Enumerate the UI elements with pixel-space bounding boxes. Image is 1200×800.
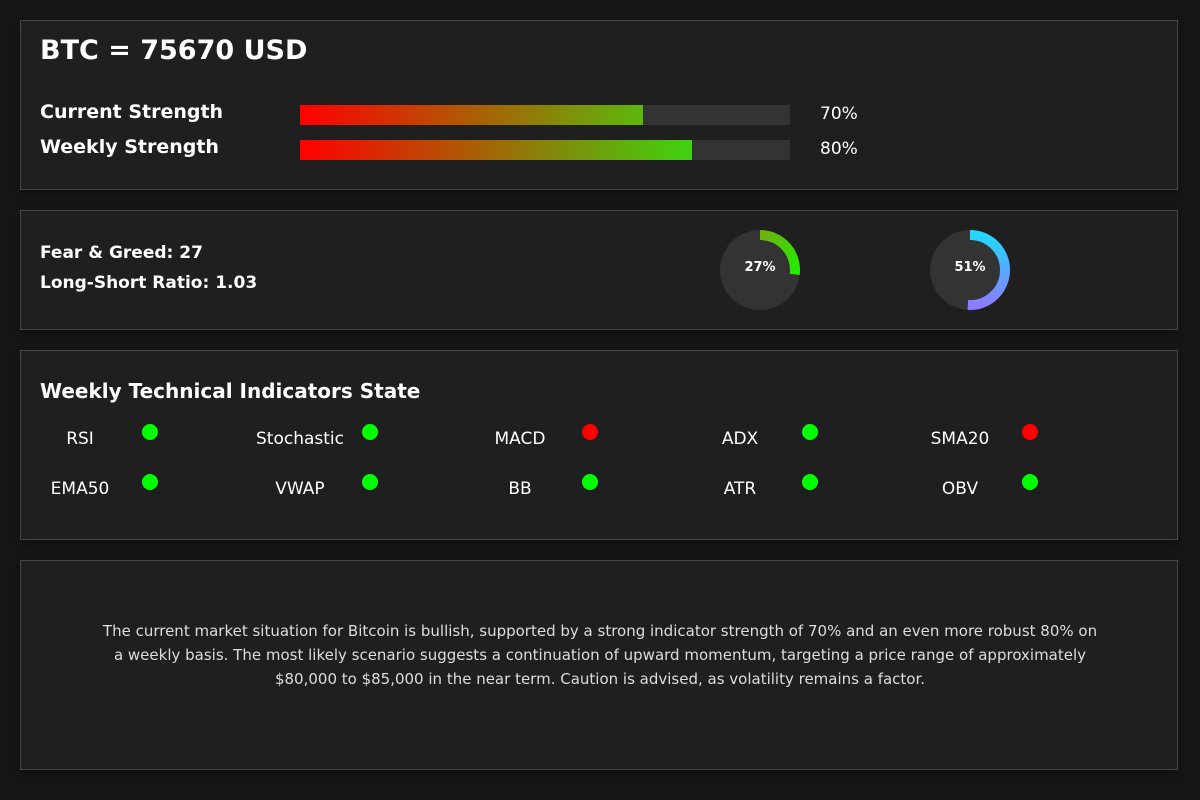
- current-strength-label: Current Strength: [40, 101, 224, 123]
- indicator-status-dot-adx: [802, 424, 818, 440]
- indicator-status-dot-obv: [1022, 474, 1038, 490]
- indicator-label-adx: ADX: [721, 429, 759, 449]
- indicator-status-dot-rsi: [142, 424, 158, 440]
- weekly-strength-bar-fill: [300, 140, 692, 160]
- current-strength-bar: [300, 105, 790, 125]
- long-short-gauge: 51%: [930, 230, 1010, 310]
- weekly-strength-bar: [300, 140, 790, 160]
- price-title: BTC = 75670 USD: [40, 35, 308, 66]
- indicator-label-ema50: EMA50: [50, 479, 110, 499]
- indicator-label-rsi: RSI: [66, 429, 94, 449]
- indicator-status-dot-macd: [582, 424, 598, 440]
- summary-panel: The current market situation for Bitcoin…: [20, 560, 1178, 770]
- indicator-label-vwap: VWAP: [275, 479, 325, 499]
- indicators-panel: Weekly Technical Indicators State RSI Sto…: [20, 350, 1178, 540]
- indicator-status-dot-atr: [802, 474, 818, 490]
- indicator-status-dot-ema50: [142, 474, 158, 490]
- long-short-gauge-label: 51%: [954, 260, 986, 275]
- indicators-title: Weekly Technical Indicators State: [40, 379, 421, 403]
- indicator-label-sma20: SMA20: [930, 429, 990, 449]
- current-strength-bar-fill: [300, 105, 643, 125]
- market-summary-text: The current market situation for Bitcoin…: [102, 622, 1098, 688]
- indicator-label-bb: BB: [508, 479, 532, 499]
- long-short-gauge-ring: [930, 230, 1010, 310]
- sentiment-panel: Fear & Greed: 27 Long-Short Ratio: 1.03 …: [20, 210, 1178, 330]
- indicator-label-atr: ATR: [723, 479, 757, 499]
- price-strength-panel: BTC = 75670 USD Current Strength 70% Wee…: [20, 20, 1178, 190]
- fear-greed-gauge-ring: [720, 230, 800, 310]
- weekly-strength-label: Weekly Strength: [40, 136, 219, 158]
- long-short-ratio-text: Long-Short Ratio: 1.03: [40, 273, 258, 293]
- current-strength-percent: 70%: [820, 104, 858, 124]
- fear-greed-gauge: 27%: [720, 230, 800, 310]
- fear-greed-text: Fear & Greed: 27: [40, 243, 203, 263]
- indicator-label-obv: OBV: [941, 479, 979, 499]
- fear-greed-gauge-label: 27%: [744, 260, 776, 275]
- indicator-label-macd: MACD: [494, 429, 546, 449]
- indicator-status-dot-bb: [582, 474, 598, 490]
- indicator-label-stochastic: Stochastic: [256, 429, 344, 449]
- weekly-strength-percent: 80%: [820, 139, 858, 159]
- indicator-status-dot-vwap: [362, 474, 378, 490]
- indicator-status-dot-stochastic: [362, 424, 378, 440]
- indicator-status-dot-sma20: [1022, 424, 1038, 440]
